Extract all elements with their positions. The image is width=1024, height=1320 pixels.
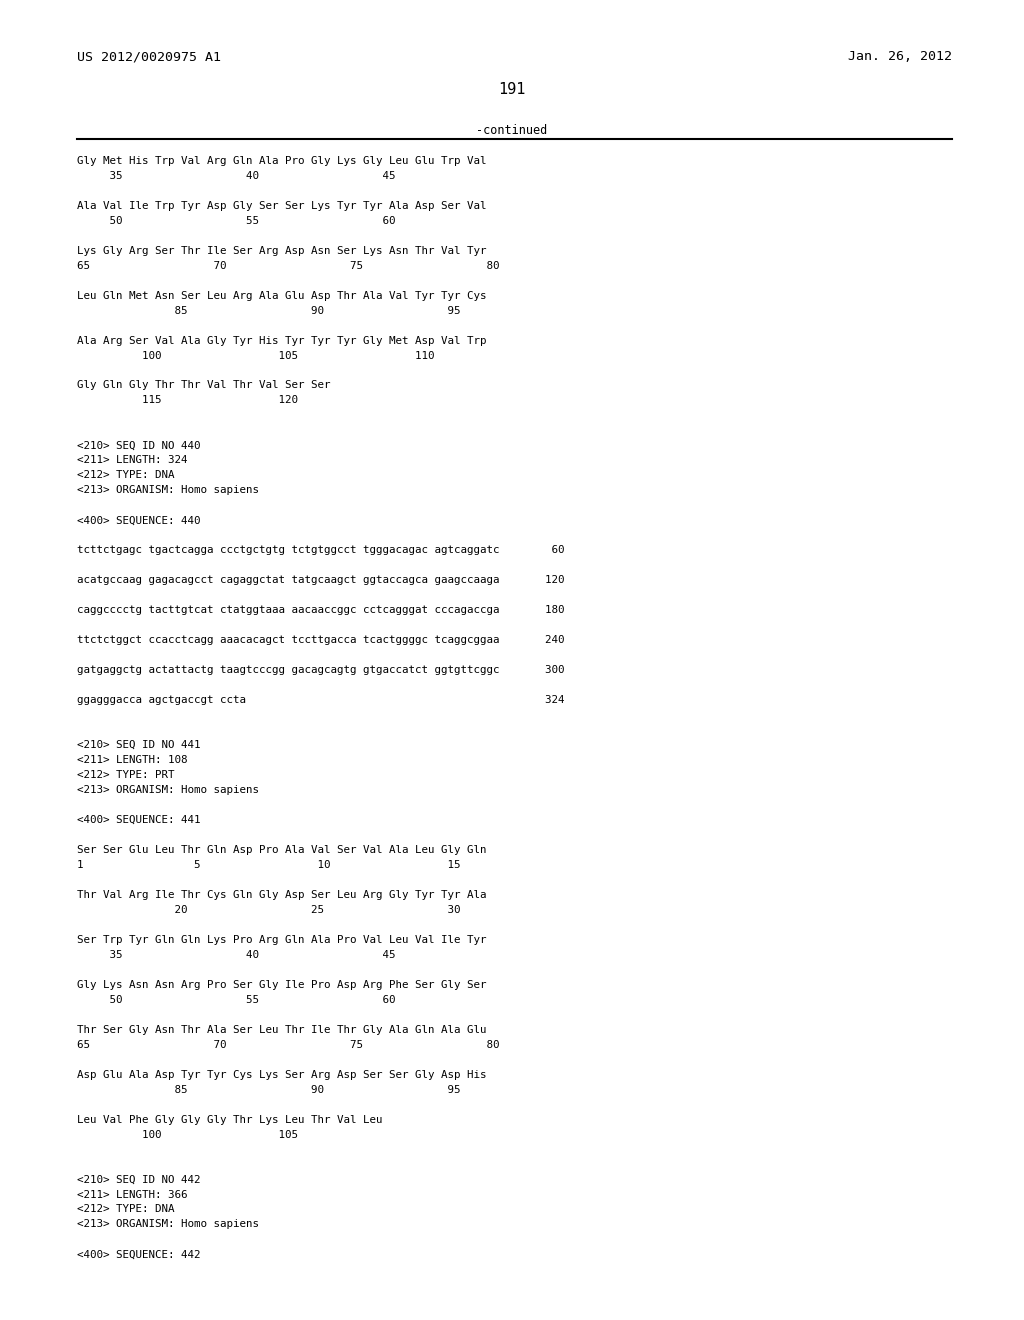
Text: 100                  105: 100 105 (77, 1130, 298, 1139)
Text: caggcccctg tacttgtcat ctatggtaaa aacaaccggc cctcagggat cccagaccga       180: caggcccctg tacttgtcat ctatggtaaa aacaacc… (77, 605, 564, 615)
Text: Ser Trp Tyr Gln Gln Lys Pro Arg Gln Ala Pro Val Leu Val Ile Tyr: Ser Trp Tyr Gln Gln Lys Pro Arg Gln Ala … (77, 935, 486, 945)
Text: 85                   90                   95: 85 90 95 (77, 1085, 461, 1094)
Text: <213> ORGANISM: Homo sapiens: <213> ORGANISM: Homo sapiens (77, 486, 259, 495)
Text: Thr Val Arg Ile Thr Cys Gln Gly Asp Ser Leu Arg Gly Tyr Tyr Ala: Thr Val Arg Ile Thr Cys Gln Gly Asp Ser … (77, 890, 486, 900)
Text: <400> SEQUENCE: 441: <400> SEQUENCE: 441 (77, 814, 201, 825)
Text: 1                 5                  10                  15: 1 5 10 15 (77, 859, 461, 870)
Text: 50                   55                   60: 50 55 60 (77, 995, 395, 1005)
Text: 20                   25                   30: 20 25 30 (77, 906, 461, 915)
Text: <400> SEQUENCE: 440: <400> SEQUENCE: 440 (77, 515, 201, 525)
Text: <212> TYPE: PRT: <212> TYPE: PRT (77, 770, 174, 780)
Text: <210> SEQ ID NO 440: <210> SEQ ID NO 440 (77, 441, 201, 450)
Text: -continued: -continued (476, 124, 548, 137)
Text: 191: 191 (499, 82, 525, 96)
Text: gatgaggctg actattactg taagtcccgg gacagcagtg gtgaccatct ggtgttcggc       300: gatgaggctg actattactg taagtcccgg gacagca… (77, 665, 564, 675)
Text: <210> SEQ ID NO 442: <210> SEQ ID NO 442 (77, 1175, 201, 1184)
Text: 35                   40                   45: 35 40 45 (77, 170, 395, 181)
Text: Ala Val Ile Trp Tyr Asp Gly Ser Ser Lys Tyr Tyr Ala Asp Ser Val: Ala Val Ile Trp Tyr Asp Gly Ser Ser Lys … (77, 201, 486, 211)
Text: <213> ORGANISM: Homo sapiens: <213> ORGANISM: Homo sapiens (77, 1220, 259, 1229)
Text: US 2012/0020975 A1: US 2012/0020975 A1 (77, 50, 221, 63)
Text: ttctctggct ccacctcagg aaacacagct tccttgacca tcactggggc tcaggcggaa       240: ttctctggct ccacctcagg aaacacagct tccttga… (77, 635, 564, 645)
Text: 100                  105                  110: 100 105 110 (77, 351, 434, 360)
Text: <211> LENGTH: 366: <211> LENGTH: 366 (77, 1189, 187, 1200)
Text: 65                   70                   75                   80: 65 70 75 80 (77, 260, 500, 271)
Text: ggagggacca agctgaccgt ccta                                              324: ggagggacca agctgaccgt ccta 324 (77, 696, 564, 705)
Text: Ala Arg Ser Val Ala Gly Tyr His Tyr Tyr Tyr Gly Met Asp Val Trp: Ala Arg Ser Val Ala Gly Tyr His Tyr Tyr … (77, 335, 486, 346)
Text: Lys Gly Arg Ser Thr Ile Ser Arg Asp Asn Ser Lys Asn Thr Val Tyr: Lys Gly Arg Ser Thr Ile Ser Arg Asp Asn … (77, 246, 486, 256)
Text: tcttctgagc tgactcagga ccctgctgtg tctgtggcct tgggacagac agtcaggatc        60: tcttctgagc tgactcagga ccctgctgtg tctgtgg… (77, 545, 564, 556)
Text: <400> SEQUENCE: 442: <400> SEQUENCE: 442 (77, 1250, 201, 1259)
Text: Ser Ser Glu Leu Thr Gln Asp Pro Ala Val Ser Val Ala Leu Gly Gln: Ser Ser Glu Leu Thr Gln Asp Pro Ala Val … (77, 845, 486, 855)
Text: 115                  120: 115 120 (77, 396, 298, 405)
Text: <210> SEQ ID NO 441: <210> SEQ ID NO 441 (77, 741, 201, 750)
Text: <213> ORGANISM: Homo sapiens: <213> ORGANISM: Homo sapiens (77, 785, 259, 795)
Text: Leu Gln Met Asn Ser Leu Arg Ala Glu Asp Thr Ala Val Tyr Tyr Cys: Leu Gln Met Asn Ser Leu Arg Ala Glu Asp … (77, 290, 486, 301)
Text: Jan. 26, 2012: Jan. 26, 2012 (848, 50, 952, 63)
Text: 50                   55                   60: 50 55 60 (77, 215, 395, 226)
Text: 35                   40                   45: 35 40 45 (77, 950, 395, 960)
Text: 65                   70                   75                   80: 65 70 75 80 (77, 1040, 500, 1049)
Text: <211> LENGTH: 108: <211> LENGTH: 108 (77, 755, 187, 766)
Text: acatgccaag gagacagcct cagaggctat tatgcaagct ggtaccagca gaagccaaga       120: acatgccaag gagacagcct cagaggctat tatgcaa… (77, 576, 564, 585)
Text: Gly Gln Gly Thr Thr Val Thr Val Ser Ser: Gly Gln Gly Thr Thr Val Thr Val Ser Ser (77, 380, 331, 391)
Text: <211> LENGTH: 324: <211> LENGTH: 324 (77, 455, 187, 466)
Text: Gly Lys Asn Asn Arg Pro Ser Gly Ile Pro Asp Arg Phe Ser Gly Ser: Gly Lys Asn Asn Arg Pro Ser Gly Ile Pro … (77, 979, 486, 990)
Text: Leu Val Phe Gly Gly Gly Thr Lys Leu Thr Val Leu: Leu Val Phe Gly Gly Gly Thr Lys Leu Thr … (77, 1114, 382, 1125)
Text: <212> TYPE: DNA: <212> TYPE: DNA (77, 1205, 174, 1214)
Text: Gly Met His Trp Val Arg Gln Ala Pro Gly Lys Gly Leu Glu Trp Val: Gly Met His Trp Val Arg Gln Ala Pro Gly … (77, 156, 486, 166)
Text: Thr Ser Gly Asn Thr Ala Ser Leu Thr Ile Thr Gly Ala Gln Ala Glu: Thr Ser Gly Asn Thr Ala Ser Leu Thr Ile … (77, 1024, 486, 1035)
Text: Asp Glu Ala Asp Tyr Tyr Cys Lys Ser Arg Asp Ser Ser Gly Asp His: Asp Glu Ala Asp Tyr Tyr Cys Lys Ser Arg … (77, 1069, 486, 1080)
Text: 85                   90                   95: 85 90 95 (77, 306, 461, 315)
Text: <212> TYPE: DNA: <212> TYPE: DNA (77, 470, 174, 480)
